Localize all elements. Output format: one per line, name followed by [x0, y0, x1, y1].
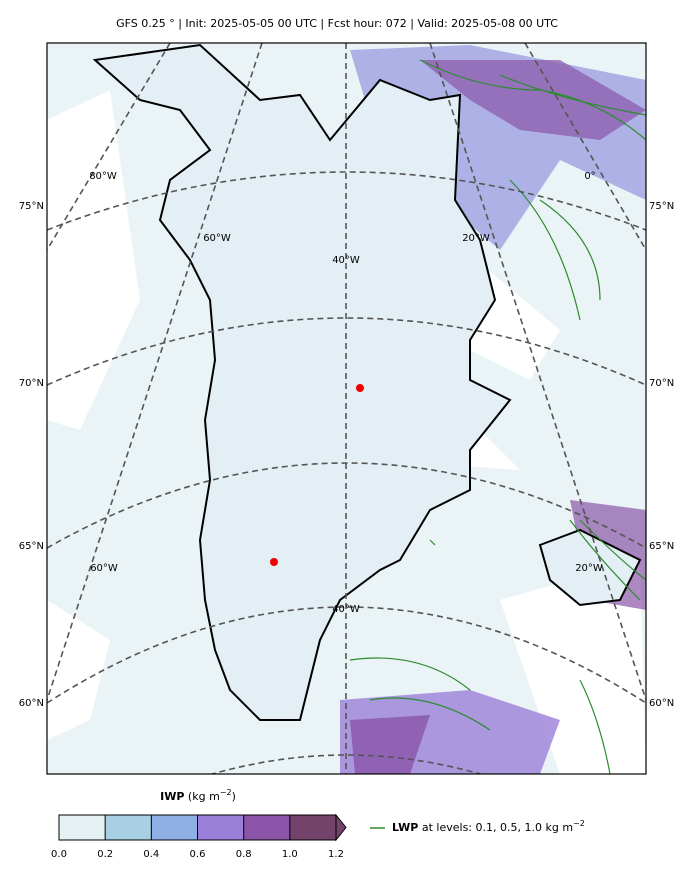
lon-label: 80°W [89, 171, 117, 182]
colorbar: 0.0 0.2 0.4 0.6 0.8 1.0 1.2 [51, 813, 347, 860]
lon-label: 40°W [332, 255, 360, 266]
clear-area [47, 90, 646, 774]
legend-text: LWP at levels: 0.1, 0.5, 1.0 kg m−2 [392, 819, 585, 835]
colorbar-tick-label: 0.6 [190, 849, 206, 860]
lat-label: 70°N [649, 378, 674, 389]
meridian [47, 43, 646, 774]
site-marker [270, 558, 278, 566]
map-frame [46, 42, 647, 775]
colorbar-tick-label: 0.2 [97, 849, 113, 860]
colorbar-unit-exp: −2 [220, 788, 232, 797]
map [47, 43, 646, 774]
legend-label: at levels: 0.1, 0.5, 1.0 kg m [422, 821, 573, 834]
lat-label: 70°N [19, 378, 44, 389]
colorbar-tick-label: 0.0 [51, 849, 67, 860]
colorbar-segment [197, 815, 245, 840]
colorbar-unit: (kg m [188, 790, 220, 803]
colorbar-title: IWP [160, 790, 184, 803]
lat-label: 60°N [649, 698, 674, 709]
colorbar-tick-label: 1.2 [328, 849, 344, 860]
colorbar-tick-label: 0.4 [143, 849, 159, 860]
lat-label: 75°N [649, 201, 674, 212]
legend-name: LWP [392, 821, 418, 834]
colorbar-extend [335, 813, 347, 842]
lwp-contour [349, 59, 646, 774]
colorbar-tick-label: 0.8 [236, 849, 252, 860]
colorbar-label: IWP (kg m−2) [160, 788, 236, 804]
lat-label: 60°N [19, 698, 44, 709]
colorbar-segment [151, 815, 198, 840]
lon-label: 40°W [332, 604, 360, 615]
colorbar-segment [289, 815, 337, 840]
lat-label: 75°N [19, 201, 44, 212]
colorbar-tick-label: 1.0 [282, 849, 298, 860]
greenland-coast [92, 43, 512, 721]
title: GFS 0.25 ° | Init: 2025-05-05 00 UTC | F… [116, 17, 558, 30]
lon-label: 20°W [575, 563, 603, 574]
colorbar-segment [105, 815, 152, 840]
lat-label: 65°N [19, 541, 44, 552]
map-labels: 75°N 70°N 65°N 60°N 75°N 70°N 65°N 60°N 80°W 60°W… [19, 171, 674, 709]
lon-label: 60°W [203, 233, 231, 244]
lon-label: 20°W [462, 233, 490, 244]
lat-label: 65°N [649, 541, 674, 552]
site-marker [356, 384, 364, 392]
lon-label: 0° [584, 171, 595, 182]
iceland-coast [538, 528, 642, 607]
lon-label: 60°W [90, 563, 118, 574]
legend-exp: −2 [573, 819, 585, 828]
colorbar-segment [243, 815, 291, 840]
colorbar-segment [59, 815, 106, 840]
colorbar-unit-close: ) [232, 790, 236, 803]
iwp-peak [420, 60, 646, 140]
